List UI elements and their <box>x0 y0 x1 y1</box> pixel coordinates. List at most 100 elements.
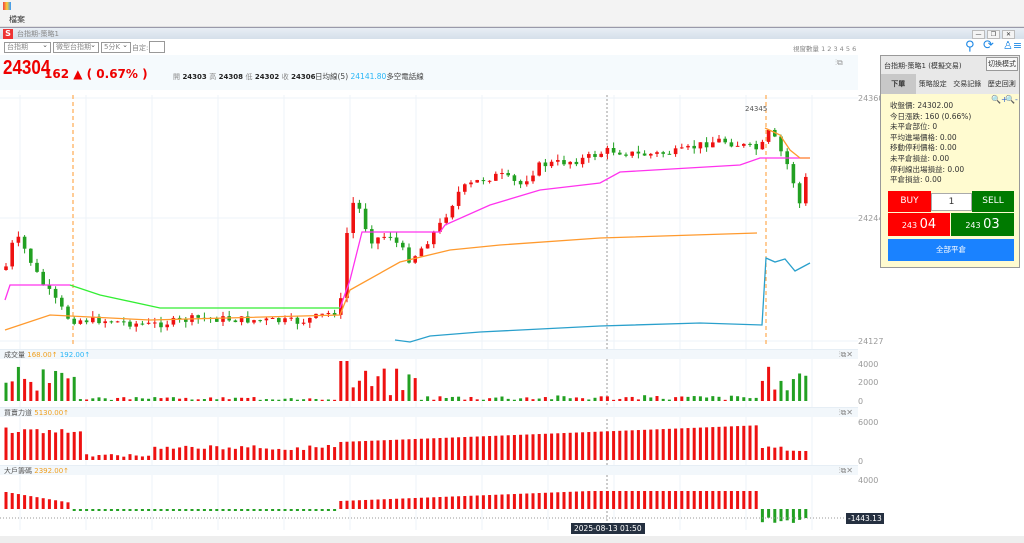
big-bar <box>302 509 306 511</box>
refresh-icon[interactable]: ⟳ <box>983 38 994 53</box>
candle <box>270 317 275 319</box>
maximize-button[interactable]: ❐ <box>987 30 1000 39</box>
power-bar <box>333 447 337 460</box>
big-bar <box>680 491 684 509</box>
volume-bar <box>705 397 709 401</box>
antenna-icon[interactable]: ⚲ <box>965 39 975 54</box>
candle <box>370 229 374 244</box>
period-select[interactable]: 5分K <box>101 41 131 53</box>
zoom-out-icon[interactable]: 🔍- <box>1005 95 1018 104</box>
candle <box>382 236 386 238</box>
candle <box>246 316 250 323</box>
window-count-selector[interactable]: 視窗數量 1 2 3 4 5 6 <box>793 45 857 53</box>
big-bar <box>215 509 219 511</box>
power-bar <box>531 434 535 460</box>
power-bar <box>488 436 492 460</box>
big-bar <box>543 492 547 509</box>
volume-bar <box>320 399 324 401</box>
tab-backtest[interactable]: 歷史回測 <box>987 80 1016 88</box>
power-bar <box>692 427 696 460</box>
volume-bar <box>612 399 616 401</box>
zoom-in-icon[interactable]: 🔍+ <box>991 95 1008 104</box>
candle <box>10 242 14 267</box>
panel-controls-icon[interactable]: ⫶⧉✕ <box>838 408 853 417</box>
candle <box>791 164 796 184</box>
sell-button[interactable]: SELL <box>972 191 1014 212</box>
big-bar <box>736 491 740 509</box>
candle <box>450 205 455 218</box>
custom-input[interactable] <box>149 41 165 53</box>
power-bar <box>593 431 597 460</box>
big-bar <box>649 491 653 509</box>
close-button[interactable]: ✕ <box>1002 30 1015 39</box>
volume-bar <box>500 396 504 401</box>
candle <box>22 236 27 249</box>
contract-select[interactable]: 微型台指期 <box>53 41 99 53</box>
volume-bar <box>295 399 299 401</box>
big-bar <box>221 509 225 511</box>
power-bar <box>264 448 268 460</box>
big-bar <box>494 494 498 509</box>
volume-bar <box>401 390 405 401</box>
tab-order[interactable]: 下單 <box>881 74 916 94</box>
panel-controls-icon[interactable]: ⫶⧉✕ <box>838 350 853 359</box>
power-bar <box>165 446 169 460</box>
candle <box>680 147 684 149</box>
chart-canvas[interactable] <box>0 90 880 540</box>
close-all-button[interactable]: 全部平倉 <box>888 239 1014 261</box>
volume-bar <box>667 399 671 401</box>
custom-label: 自定: <box>132 44 149 52</box>
big-bar <box>506 494 510 509</box>
sell-price-button[interactable]: 243 03 <box>951 213 1014 236</box>
power-bar <box>506 435 510 460</box>
candle <box>326 312 331 314</box>
volume-bar <box>227 399 231 401</box>
volume-bar <box>351 387 355 401</box>
power-bar <box>388 439 392 460</box>
volume-bar <box>140 398 144 401</box>
big-bar <box>264 509 268 511</box>
volume-panel-header: 成交量 168.00↑ 192.00↑ ⫶⧉✕ <box>0 349 858 359</box>
power-bar <box>196 448 200 460</box>
menu-file[interactable]: 檔案 <box>9 15 25 24</box>
big-bar <box>165 509 169 511</box>
volume-bar <box>109 399 113 401</box>
big-bar <box>147 509 151 511</box>
power-bar <box>202 448 206 460</box>
big-bar <box>413 497 417 509</box>
volume-bar <box>556 395 560 401</box>
power-bar <box>736 426 740 460</box>
peak-label: 24345 <box>745 105 768 113</box>
candle <box>531 175 535 182</box>
big-bar <box>4 492 8 509</box>
power-bar <box>78 431 82 460</box>
quantity-input[interactable]: 1 <box>931 193 972 211</box>
big-bar <box>432 497 436 509</box>
user-list-icon[interactable]: ♙≡ <box>1003 39 1023 52</box>
big-bar <box>742 491 746 509</box>
power-bar <box>519 434 523 460</box>
switch-mode-button[interactable]: 切換模式 <box>986 57 1018 71</box>
candle <box>704 142 709 148</box>
minimize-button[interactable]: — <box>972 30 985 39</box>
buy-button[interactable]: BUY <box>888 191 931 212</box>
candle <box>456 191 461 206</box>
buy-price-button[interactable]: 243 04 <box>888 213 950 236</box>
symbol-select[interactable]: 台指期 <box>4 41 51 53</box>
big-bar <box>500 494 504 509</box>
power-tick: 6000 <box>858 418 879 427</box>
candle <box>146 322 151 324</box>
candle <box>742 143 746 146</box>
panel-controls-icon[interactable]: ⫶⧉✕ <box>838 466 853 475</box>
app-icon <box>3 2 11 10</box>
tab-trade-records[interactable]: 交易記錄 <box>953 80 982 88</box>
volume-bar <box>661 398 665 401</box>
volume-bar <box>370 386 374 401</box>
chart-settings-icon[interactable]: ⫶⧉ <box>835 58 843 67</box>
candle <box>264 318 269 321</box>
tab-strategy-settings[interactable]: 策略設定 <box>918 80 947 88</box>
candle <box>109 321 114 323</box>
volume-bar <box>72 376 76 401</box>
volume-bar <box>264 399 268 401</box>
power-bar <box>469 436 473 460</box>
